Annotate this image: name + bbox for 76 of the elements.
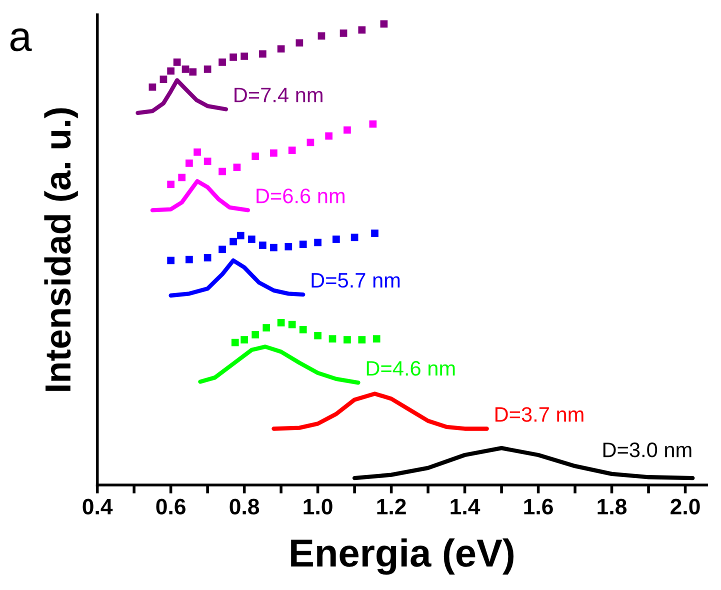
point — [233, 164, 241, 172]
point — [380, 20, 388, 28]
point — [231, 338, 239, 346]
point — [259, 242, 266, 249]
x-tick-label: 0.4 — [82, 498, 113, 514]
point — [204, 65, 212, 73]
point — [194, 148, 201, 156]
point — [277, 45, 285, 53]
point — [218, 246, 226, 254]
point — [270, 244, 278, 252]
point — [328, 335, 336, 343]
point — [167, 67, 174, 75]
point — [204, 158, 212, 166]
series-label: D=5.7 nm — [312, 273, 400, 288]
point — [371, 230, 378, 237]
x-tick-label: 1.6 — [524, 498, 553, 514]
point — [358, 336, 366, 344]
x-tick-label: 0.6 — [156, 498, 186, 514]
point — [178, 174, 186, 182]
series-label: D=7.4 nm — [234, 88, 322, 102]
point — [318, 32, 326, 40]
point — [230, 238, 237, 246]
point — [325, 132, 333, 140]
point — [358, 26, 366, 34]
point — [240, 336, 248, 344]
point — [306, 138, 314, 146]
point — [218, 58, 226, 66]
point — [252, 331, 260, 338]
point — [186, 256, 193, 264]
point — [288, 146, 296, 154]
x-tick-label: 1.0 — [304, 498, 332, 514]
point — [148, 83, 156, 91]
point — [189, 68, 197, 76]
text: a — [10, 28, 32, 52]
point — [344, 336, 351, 344]
series-label: D=4.6 nm — [366, 360, 455, 376]
point — [314, 238, 322, 246]
point — [218, 168, 226, 176]
point — [160, 76, 168, 83]
point — [372, 335, 380, 343]
point — [284, 242, 292, 250]
point — [332, 236, 340, 243]
point — [350, 234, 358, 242]
point — [252, 152, 260, 160]
point — [186, 160, 193, 167]
point — [369, 120, 377, 128]
point — [262, 324, 270, 332]
point — [340, 30, 348, 37]
y-axis-title: Intensidad (a. u.) — [44, 108, 78, 391]
point — [296, 39, 304, 47]
point — [204, 254, 212, 262]
point — [173, 58, 181, 66]
point — [167, 180, 174, 188]
x-tick-label: 0.8 — [230, 498, 260, 514]
point — [344, 126, 351, 134]
x-tick-label: 1.4 — [450, 498, 480, 514]
point — [259, 50, 266, 58]
series-label: D=3.0 nm — [603, 442, 692, 458]
series-label: D=3.7 nm — [495, 407, 584, 422]
point — [299, 326, 307, 334]
point — [240, 52, 248, 60]
series-label: D=6.6 nm — [256, 188, 344, 204]
point — [277, 319, 285, 326]
point — [299, 240, 307, 248]
point — [230, 53, 237, 61]
point — [236, 232, 244, 240]
point — [314, 332, 322, 340]
x-tick-label: 1.8 — [598, 498, 627, 514]
point — [182, 65, 190, 73]
x-tick-label: 1.2 — [377, 498, 406, 514]
point — [248, 236, 256, 243]
x-tick-label: 2.0 — [670, 498, 700, 514]
point — [288, 320, 296, 328]
point — [167, 256, 174, 264]
x-axis-title: Energia (eV) — [291, 538, 514, 575]
point — [270, 149, 278, 157]
